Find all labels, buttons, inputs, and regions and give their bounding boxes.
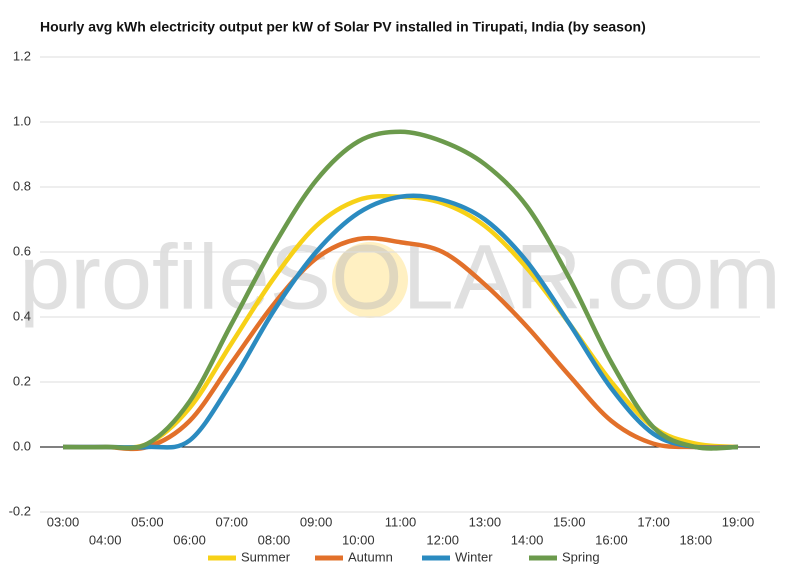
x-tick-label: 03:00 <box>47 514 80 529</box>
y-tick-label: 0.2 <box>13 373 31 388</box>
y-tick-label: 1.2 <box>13 48 31 63</box>
legend-label: Autumn <box>348 549 393 564</box>
y-tick-label: 0.6 <box>13 243 31 258</box>
chart-title: Hourly avg kWh electricity output per kW… <box>40 19 646 35</box>
x-tick-label: 08:00 <box>258 532 291 547</box>
x-tick-label: 09:00 <box>300 514 333 529</box>
x-tick-label: 15:00 <box>553 514 586 529</box>
legend-label: Winter <box>455 549 493 564</box>
legend-label: Summer <box>241 549 291 564</box>
x-tick-label: 05:00 <box>131 514 164 529</box>
x-tick-label: 11:00 <box>385 514 417 529</box>
x-tick-label: 18:00 <box>680 532 713 547</box>
series-line <box>62 129 739 451</box>
y-tick-label: -0.2 <box>9 503 31 518</box>
x-tick-label: 17:00 <box>637 514 670 529</box>
x-tick-label: 16:00 <box>595 532 628 547</box>
x-tick-label: 10:00 <box>342 532 375 547</box>
x-tick-label: 04:00 <box>89 532 122 547</box>
series-line <box>63 193 739 451</box>
x-tick-label: 13:00 <box>469 514 502 529</box>
legend-label: Spring <box>562 549 600 564</box>
y-tick-label: 0.8 <box>13 178 31 193</box>
x-tick-label: 12:00 <box>426 532 459 547</box>
x-tick-label: 07:00 <box>215 514 248 529</box>
y-tick-label: 0.0 <box>13 438 31 453</box>
watermark-sun <box>332 242 408 318</box>
y-tick-label: 1.0 <box>13 113 31 128</box>
series-line <box>63 235 739 452</box>
y-tick-label: 0.4 <box>13 308 31 323</box>
x-tick-label: 14:00 <box>511 532 544 547</box>
x-tick-label: 19:00 <box>722 514 755 529</box>
x-tick-label: 06:00 <box>173 532 206 547</box>
